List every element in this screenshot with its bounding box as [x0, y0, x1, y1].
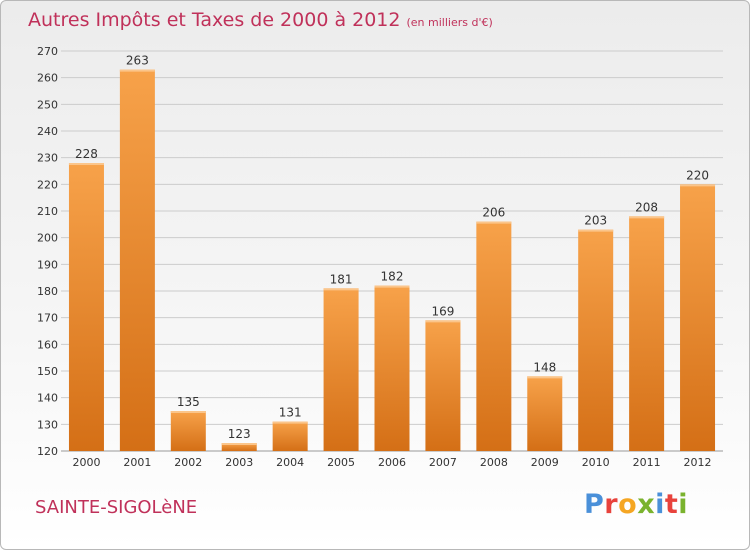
y-tick-label: 230: [37, 152, 58, 165]
bars: [68, 69, 716, 452]
y-tick-label: 140: [37, 392, 58, 405]
y-tick-label: 180: [37, 285, 58, 298]
x-tick-label: 2009: [531, 456, 559, 469]
y-tick-label: 150: [37, 365, 58, 378]
chart-title-text: Autres Impôts et Taxes de 2000 à 2012: [28, 9, 401, 31]
x-tick-label: 2002: [174, 456, 202, 469]
y-tick-label: 160: [37, 338, 58, 351]
y-tick-label: 260: [37, 72, 58, 85]
city-name: SAINTE-SIGOLèNE: [35, 497, 198, 518]
bar-2004: [272, 421, 308, 451]
y-tick-label: 250: [37, 98, 58, 111]
x-tick-label: 2011: [633, 456, 661, 469]
x-tick-label: 2004: [276, 456, 304, 469]
y-tick-label: 190: [37, 258, 58, 271]
bar-2005: [323, 288, 359, 451]
logo-letter: t: [664, 489, 679, 520]
bar-2002: [170, 411, 206, 451]
data-label-2011: 208: [635, 200, 658, 214]
bar-2007: [425, 320, 461, 451]
y-tick-label: 200: [37, 232, 58, 245]
data-label-2006: 182: [381, 270, 404, 284]
bar-2008: [476, 221, 512, 451]
y-tick-label: 240: [37, 125, 58, 138]
chart-title: Autres Impôts et Taxes de 2000 à 2012 (en…: [28, 9, 493, 31]
y-tick-label: 210: [37, 205, 58, 218]
y-axis-ticks: 120 130 140 150 160 170 180 190 200 210 220 230 240 2…: [37, 45, 58, 458]
data-labels: 228 263 135 123 131 181 182 169 206 148 203 208 220: [75, 54, 709, 441]
data-label-2003: 123: [228, 427, 251, 441]
x-tick-label: 2008: [480, 456, 508, 469]
data-label-2010: 203: [584, 214, 607, 228]
x-axis-ticks: 2000 2001 2002 2003 2004 2005 2006 2007 2008 2009…: [72, 456, 711, 469]
x-tick-label: 2001: [123, 456, 151, 469]
data-label-2000: 228: [75, 147, 98, 161]
x-tick-label: 2006: [378, 456, 406, 469]
x-tick-label: 2000: [72, 456, 100, 469]
y-tick-label: 130: [37, 418, 58, 431]
x-tick-label: 2003: [225, 456, 253, 469]
bar-2000: [68, 163, 104, 451]
proxiti-logo[interactable]: Proxiti: [584, 489, 688, 520]
logo-letter: i: [678, 489, 689, 520]
data-label-2005: 181: [330, 272, 353, 286]
y-tick-label: 270: [37, 45, 58, 58]
logo-letter: o: [618, 489, 638, 520]
logo-letter: i: [655, 489, 665, 520]
data-label-2008: 206: [482, 206, 505, 220]
y-tick-label: 220: [37, 178, 58, 191]
bar-2006: [374, 285, 410, 451]
chart-unit: (en milliers d'€): [406, 16, 493, 29]
bar-2012: [680, 184, 716, 452]
data-label-2002: 135: [177, 395, 200, 409]
data-label-2004: 131: [279, 406, 302, 420]
bar-2010: [578, 229, 614, 451]
logo-letter: r: [604, 489, 619, 520]
bar-2003: [221, 443, 257, 451]
y-tick-label: 120: [37, 445, 58, 458]
data-label-2007: 169: [431, 304, 454, 318]
logo-letter: x: [637, 489, 656, 520]
x-tick-label: 2007: [429, 456, 457, 469]
y-tick-label: 170: [37, 312, 58, 325]
data-label-2009: 148: [533, 360, 556, 374]
bar-2009: [527, 376, 563, 451]
x-tick-label: 2010: [582, 456, 610, 469]
x-tick-label: 2005: [327, 456, 355, 469]
x-tick-label: 2012: [684, 456, 712, 469]
bar-2001: [119, 69, 155, 452]
logo-letter: P: [584, 489, 605, 520]
bar-2011: [629, 216, 665, 451]
data-label-2001: 263: [126, 54, 149, 68]
data-label-2012: 220: [686, 168, 709, 182]
